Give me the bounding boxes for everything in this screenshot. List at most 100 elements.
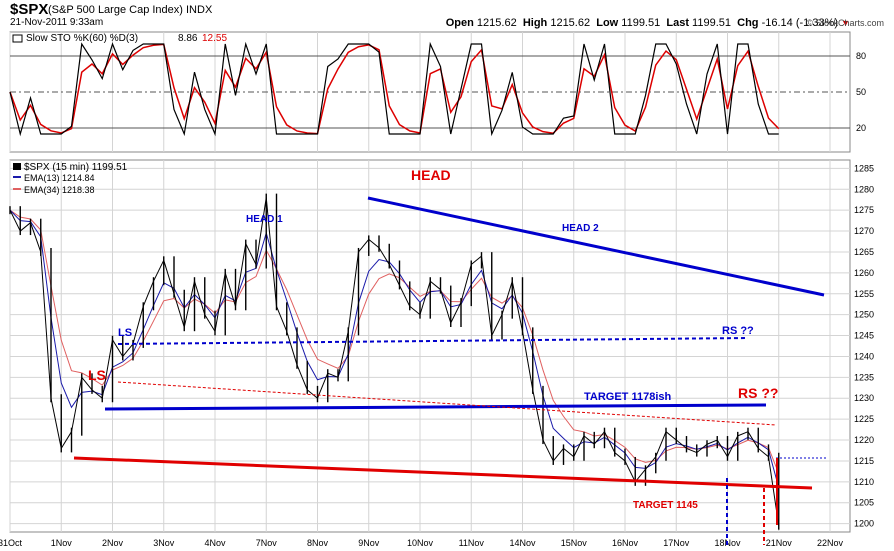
y-tick-label: 1230: [854, 393, 874, 403]
symbol-description: (S&P 500 Large Cap Index) INDX: [48, 4, 213, 16]
y-tick-label: 1205: [854, 498, 874, 508]
price-segment: [696, 443, 708, 453]
price-segment: [163, 260, 175, 294]
price-segment: [81, 377, 93, 391]
y-tick-label: 1265: [854, 247, 874, 257]
price-segment: [440, 289, 452, 324]
price-segment: [737, 431, 749, 437]
price-segment: [552, 448, 564, 462]
low-label: Low: [596, 17, 619, 29]
price-segment: [491, 314, 503, 336]
y-tick-label: 1200: [854, 519, 874, 529]
price-segment: [183, 281, 195, 328]
head-label: HEAD: [411, 167, 451, 183]
last-value: 1199.51: [692, 17, 731, 29]
sto-level-label: 50: [856, 87, 866, 97]
neckline-upper: [117, 337, 749, 345]
price-segment: [378, 247, 390, 265]
red-support-line: [73, 456, 813, 490]
y-tick-label: 1210: [854, 477, 874, 487]
price-segment: [470, 255, 482, 265]
y-tick-label: 1255: [854, 289, 874, 299]
price-segment: [101, 339, 113, 399]
y-tick-label: 1215: [854, 456, 874, 466]
price-segment: [645, 456, 657, 470]
rs-blue-label: RS ??: [722, 325, 754, 337]
price-segment: [122, 343, 134, 357]
chart-header: $SPX (S&P 500 Large Cap Index) INDX 21-N…: [0, 0, 894, 32]
price-segment: [460, 264, 472, 303]
price-segment: [327, 372, 339, 378]
price-segment: [716, 439, 728, 458]
price-segment: [429, 280, 441, 290]
sto-k-line: [9, 41, 779, 137]
x-tick-label: 2Nov: [102, 538, 124, 548]
price-segment: [173, 293, 185, 328]
price-segment: [276, 306, 288, 332]
price-segment: [757, 448, 769, 458]
price-segment: [593, 431, 605, 445]
low-value: 1199.51: [621, 17, 661, 29]
last-label: Last: [666, 17, 689, 29]
x-tick-label: 16Nov: [612, 538, 639, 548]
price-segment: [347, 251, 359, 332]
price-segment: [112, 339, 124, 357]
price-segment: [255, 197, 267, 265]
ema34-legend: EMA(34) 1218.38: [24, 185, 95, 195]
head2-label: HEAD 2: [562, 223, 599, 234]
y-tick-label: 1225: [854, 414, 874, 424]
target-line: [104, 403, 767, 411]
price-segment: [194, 281, 206, 315]
price-segment: [604, 431, 616, 453]
price-segment: [655, 431, 667, 457]
ls-blue-label: LS: [118, 327, 132, 339]
y-axis: 1200 1205 1210 1215 1220 1225 1230 1235 1240 1245…: [854, 163, 874, 528]
price-segment: [265, 197, 277, 307]
y-tick-label: 1220: [854, 435, 874, 445]
high-label: High: [522, 17, 548, 29]
x-tick-label: 31Oct: [0, 538, 23, 548]
price-segment: [727, 435, 739, 457]
x-tick-label: 4Nov: [204, 538, 226, 548]
price-segment: [30, 222, 42, 253]
price-segment: [337, 331, 349, 378]
price-segment: [542, 439, 554, 462]
chart-datetime: 21-Nov-2011 9:33am: [10, 17, 104, 28]
price-segment: [583, 435, 595, 445]
price-segment: [450, 301, 462, 324]
grid: [9, 32, 850, 532]
price-segment: [368, 239, 380, 249]
price-segment: [132, 306, 144, 345]
price-segment: [747, 431, 759, 449]
x-tick-label: 7Nov: [256, 538, 278, 548]
price-legend-icon: [13, 163, 21, 170]
price-segment: [245, 243, 257, 265]
price-segment: [153, 260, 165, 282]
y-tick-label: 1275: [854, 205, 874, 215]
x-tick-label: 21Nov: [766, 538, 793, 548]
price-segment: [532, 389, 544, 441]
price-segment: [563, 448, 575, 458]
target-1178-label: TARGET 1178ish: [584, 391, 671, 403]
series-layer: [9, 193, 780, 530]
y-tick-label: 1240: [854, 351, 874, 361]
x-tick-label: 1Nov: [51, 538, 73, 548]
price-segment: [399, 285, 411, 307]
open-value: 1215.62: [476, 17, 517, 29]
price-segment: [388, 264, 400, 286]
price-segment: [624, 460, 636, 483]
price-segment: [686, 447, 697, 454]
sto-lines: 20 50 80: [9, 41, 866, 137]
chg-label: Chg: [737, 17, 759, 29]
price-segment: [224, 272, 236, 307]
sto-legend-swatch: [12, 34, 23, 43]
x-tick-label: 14Nov: [509, 538, 536, 548]
price-segment: [204, 314, 216, 332]
price-segment: [501, 281, 513, 315]
x-tick-label: 3Nov: [153, 538, 175, 548]
price-segment: [91, 389, 103, 399]
price-segment: [614, 452, 626, 462]
sto-d-value: 12.55: [202, 33, 227, 44]
x-tick-label: 15Nov: [561, 538, 588, 548]
